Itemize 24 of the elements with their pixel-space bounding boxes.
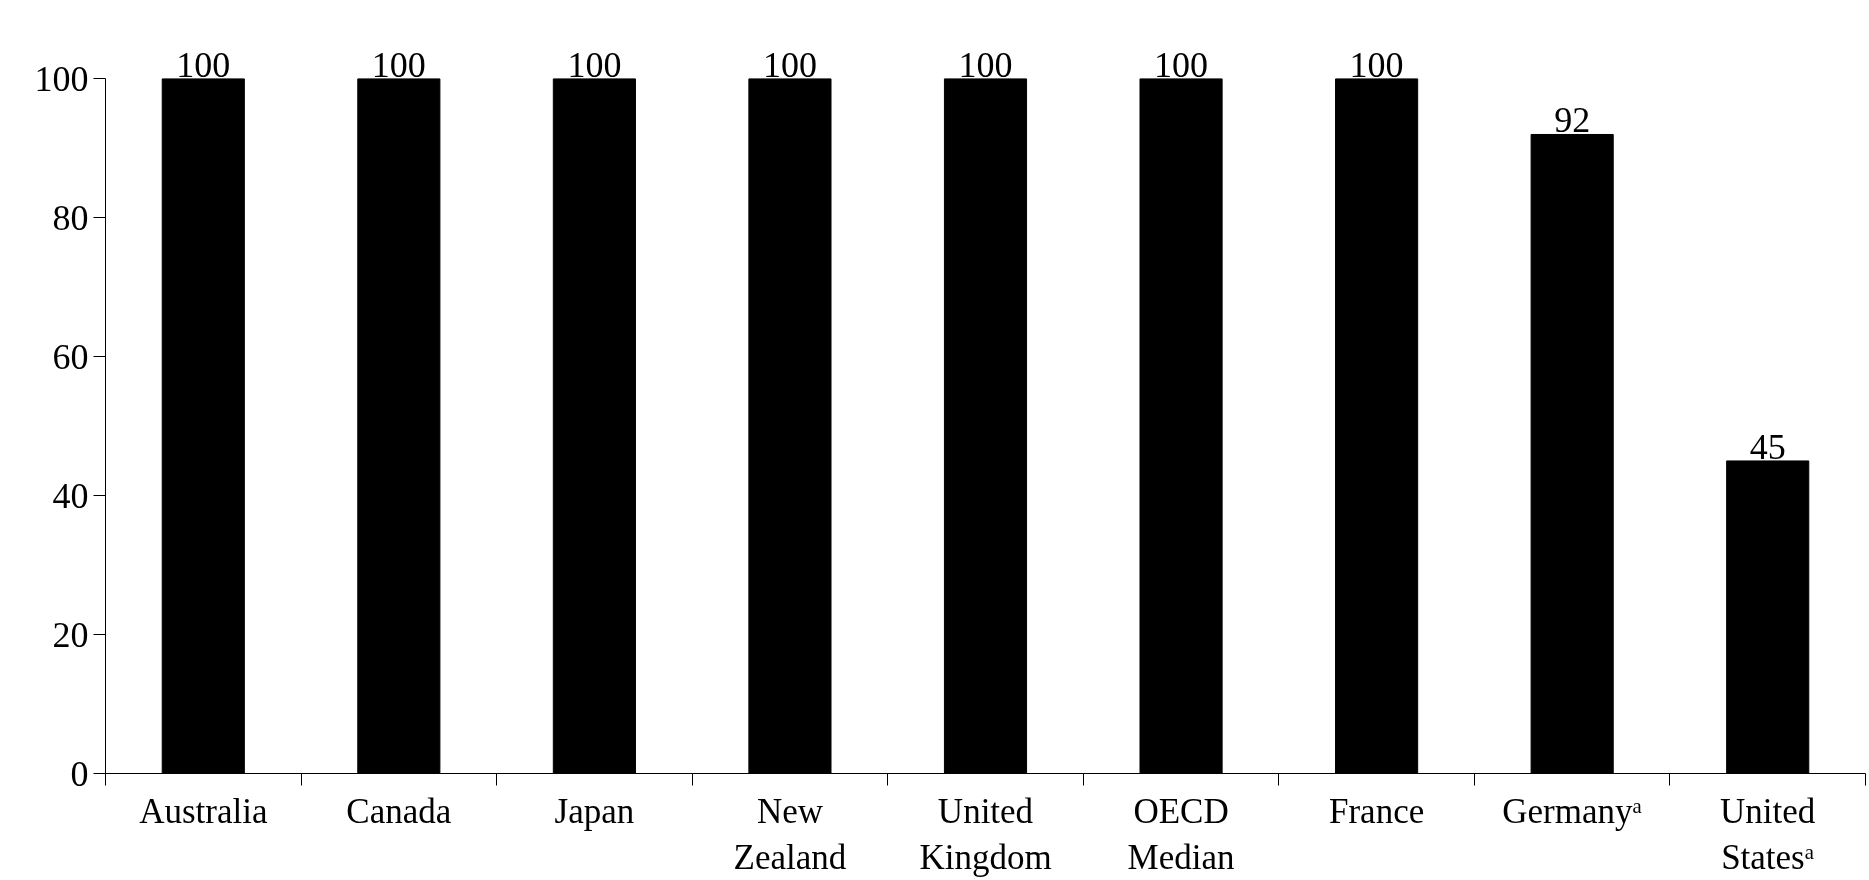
y-tick-label: 60 (52, 336, 89, 377)
y-tick-label: 40 (52, 475, 89, 516)
data-label: 100 (958, 44, 1013, 85)
data-label: 45 (1749, 426, 1786, 467)
y-tick-label: 0 (70, 753, 89, 794)
x-tick-label: Canada (346, 791, 452, 831)
data-label: 100 (371, 44, 426, 85)
x-tick-label: United Statesᵃ (1720, 791, 1816, 878)
data-label: 100 (176, 44, 231, 85)
x-tick-label: New Zealand (733, 791, 847, 878)
data-label: 100 (1349, 44, 1404, 85)
y-tick-label: 80 (52, 197, 89, 238)
y-tick-label: 100 (34, 58, 89, 99)
x-tick-label: OECD Median (1127, 791, 1235, 878)
data-label: 100 (1154, 44, 1209, 85)
x-tick-label: France (1329, 791, 1425, 831)
y-tick-label: 20 (52, 614, 89, 655)
x-tick-label: United Kingdom (919, 791, 1052, 878)
x-tick-label: Japan (554, 791, 635, 831)
data-label: 92 (1554, 100, 1591, 141)
x-tick-label: Australia (139, 791, 268, 831)
x-tick-label: Germanyᵃ (1502, 791, 1643, 831)
data-label: 100 (567, 44, 622, 85)
data-label: 100 (762, 44, 817, 85)
